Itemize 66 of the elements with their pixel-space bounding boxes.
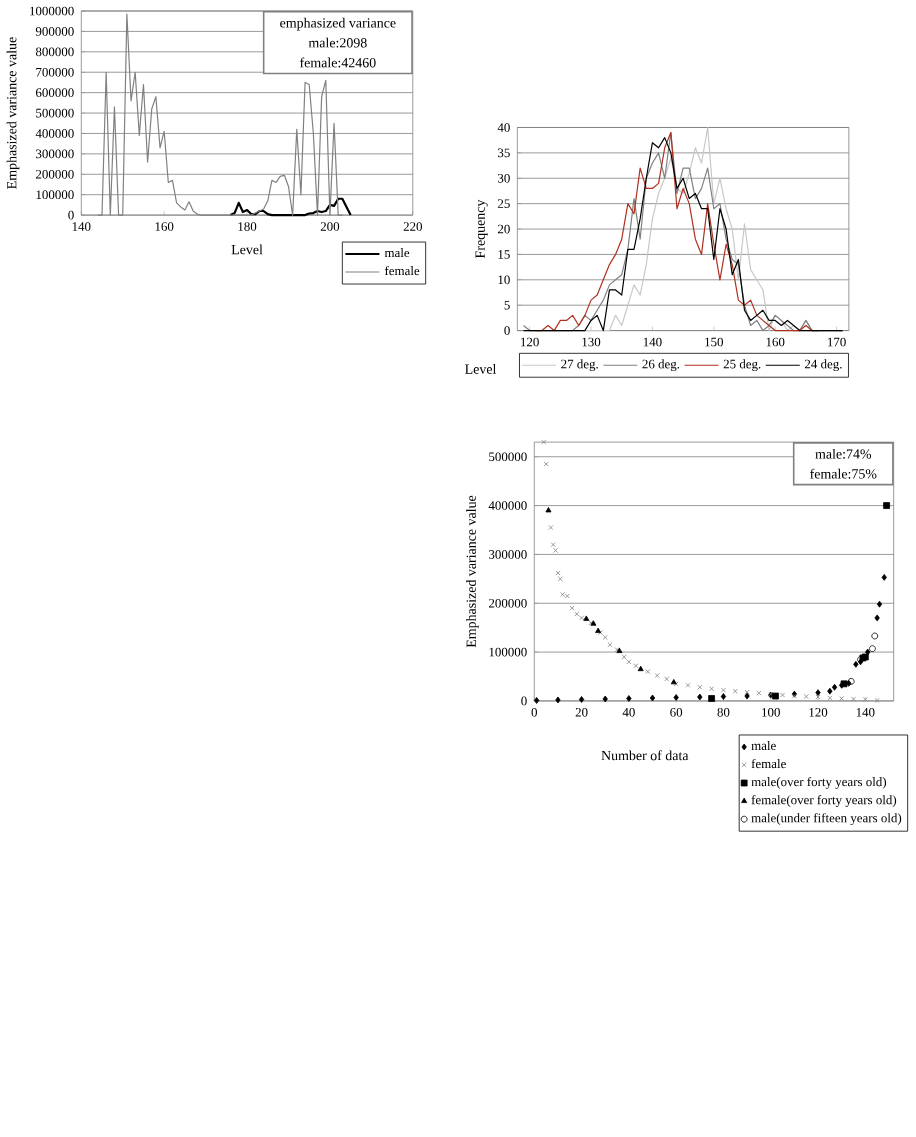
y-tick-label: 10 <box>498 275 511 285</box>
annotation: female:75% <box>810 468 877 479</box>
y-tick-label: 35 <box>498 148 511 158</box>
x-tick-label: 140 <box>644 337 662 347</box>
annotation: emphasized variance <box>280 17 396 31</box>
y-tick-label: 0 <box>521 696 527 706</box>
legend-label: female(over forty years old) <box>751 795 897 807</box>
x-tick-label: 140 <box>856 707 875 717</box>
y-tick-label: 300000 <box>36 149 74 159</box>
x-tick-label: 200 <box>320 222 340 231</box>
y-tick-label: 700000 <box>36 67 74 77</box>
legend-label: female <box>385 265 420 276</box>
x-tick-label: 160 <box>766 337 785 347</box>
annotation: male:74% <box>815 448 872 459</box>
legend-label: female <box>751 758 787 769</box>
x-axis-title: Number of data <box>601 750 689 761</box>
x-tick-label: 20 <box>575 707 588 717</box>
legend-label: male <box>751 740 777 751</box>
y-tick-label: 500000 <box>489 452 527 462</box>
y-axis-title: Emphasized variance value <box>466 495 479 648</box>
x-tick-label: 80 <box>717 707 730 717</box>
x-tick-label: 120 <box>809 707 828 717</box>
y-tick-label: 200000 <box>36 169 74 179</box>
y-tick-label: 400000 <box>488 501 527 510</box>
x-tick-label: 170 <box>828 337 846 347</box>
y-tick-label: 200000 <box>489 598 527 608</box>
x-axis-title: Level <box>231 244 263 255</box>
y-tick-label: 300000 <box>489 550 527 559</box>
x-tick-label: 220 <box>403 222 423 231</box>
y-axis-title: Emphasized variance value <box>6 37 20 189</box>
y-tick-label: 5 <box>504 300 511 310</box>
x-tick-label: 100 <box>762 707 781 717</box>
y-tick-label: 1000000 <box>30 6 74 16</box>
x-tick-label: 130 <box>582 337 601 347</box>
x-tick-label: 140 <box>72 222 91 231</box>
y-tick-label: 800000 <box>36 47 74 57</box>
y-tick-label: 500000 <box>36 108 74 118</box>
x-tick-label: 0 <box>531 707 538 717</box>
y-tick-label: 30 <box>498 173 511 183</box>
y-tick-label: 100000 <box>489 647 527 657</box>
y-tick-label: 25 <box>498 199 511 208</box>
legend-label: 27 deg. <box>561 359 599 372</box>
y-tick-label: 0 <box>68 210 74 220</box>
y-tick-label: 400000 <box>35 129 74 138</box>
y-axis-title: Frequency <box>475 199 488 259</box>
legend-label: male <box>384 248 410 258</box>
y-tick-label: 15 <box>498 250 511 259</box>
legend-label: 24 deg. <box>805 359 842 372</box>
x-axis-title: Level <box>465 364 497 374</box>
y-tick-label: 600000 <box>36 88 74 98</box>
annotation: female:42460 <box>300 57 376 68</box>
legend-label: 25 deg. <box>723 359 761 372</box>
x-tick-label: 40 <box>622 707 636 717</box>
legend-label: male(under fifteen years old) <box>751 813 902 826</box>
x-tick-label: 60 <box>670 707 683 717</box>
x-tick-label: 160 <box>155 222 174 231</box>
legend-label: 26 deg. <box>642 359 680 372</box>
x-tick-label: 150 <box>705 337 724 347</box>
y-tick-label: 0 <box>504 326 511 335</box>
annotation: male:2098 <box>308 37 367 48</box>
x-tick-label: 180 <box>238 222 257 231</box>
legend-label: male(over forty years old) <box>751 776 887 789</box>
y-tick-label: 900000 <box>36 27 74 36</box>
x-tick-label: 120 <box>521 337 540 347</box>
y-tick-label: 40 <box>497 123 511 132</box>
y-tick-label: 100000 <box>36 190 74 200</box>
